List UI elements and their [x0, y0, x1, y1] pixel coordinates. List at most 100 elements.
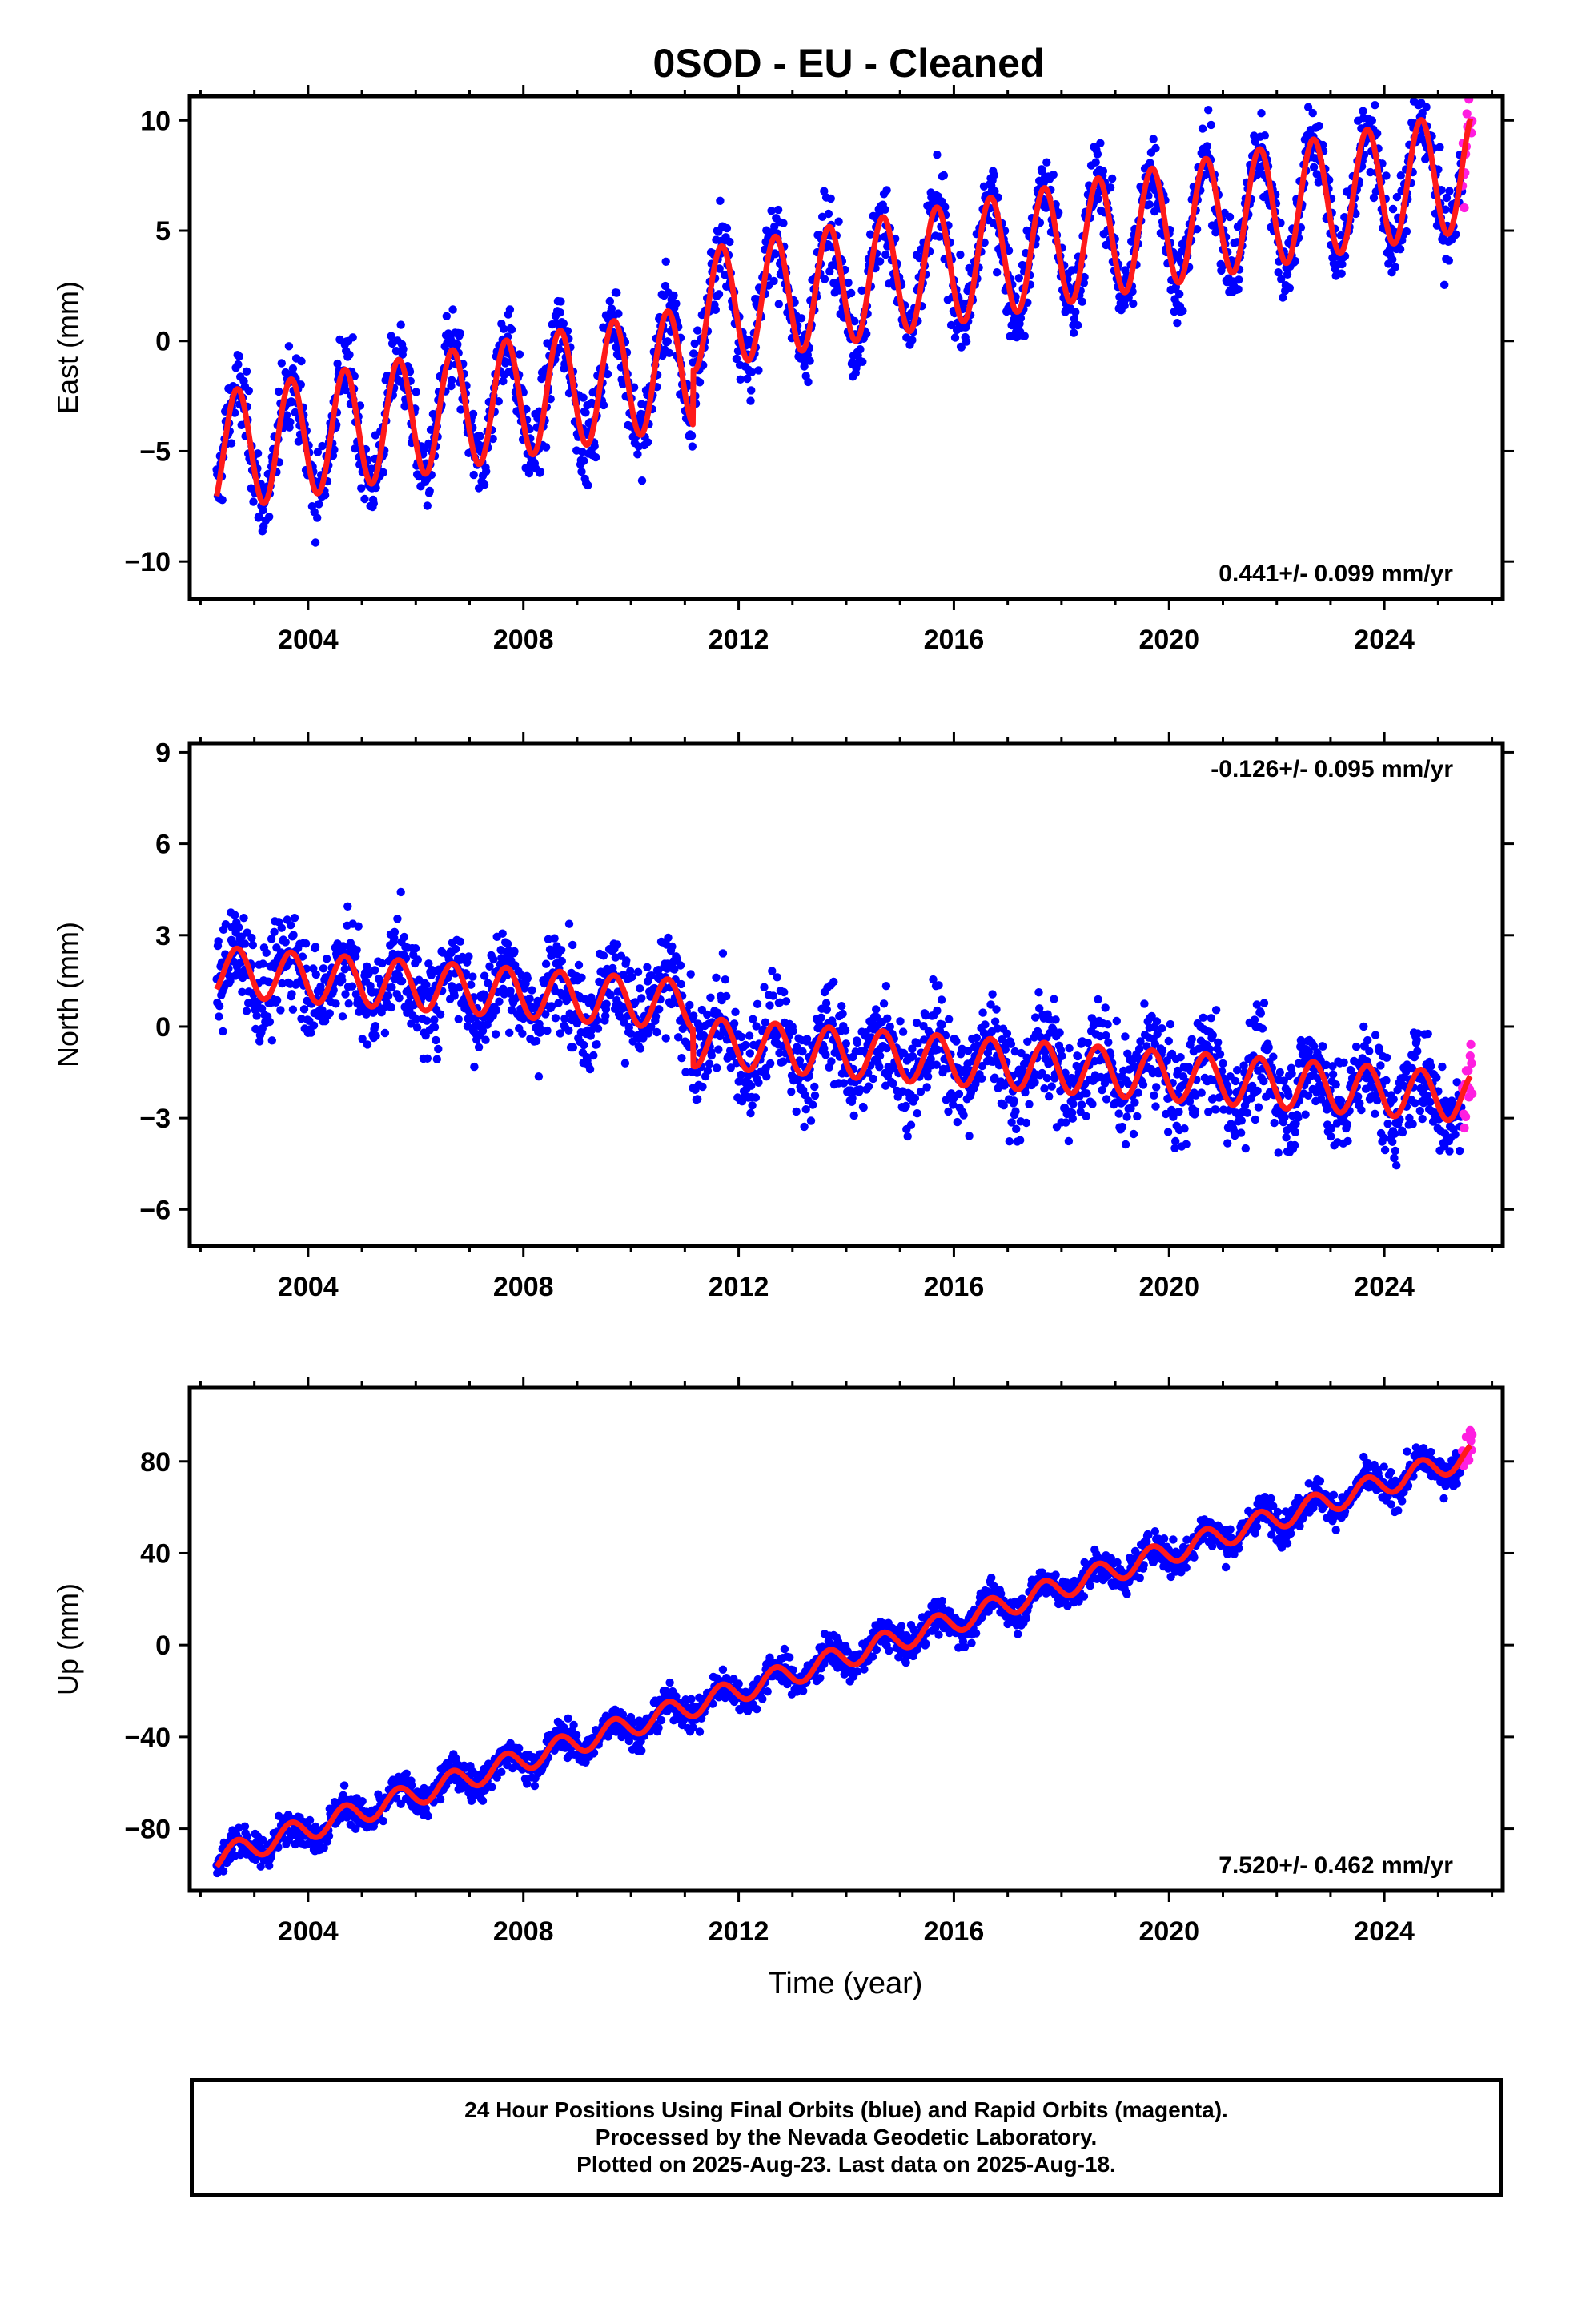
data-point: [528, 986, 536, 995]
data-point: [636, 1044, 645, 1053]
data-point: [1237, 1116, 1247, 1125]
data-point: [590, 442, 599, 451]
data-point: [284, 342, 294, 351]
data-point: [1101, 1003, 1110, 1012]
data-point: [1301, 1110, 1310, 1119]
data-point: [492, 1006, 501, 1015]
data-point: [456, 405, 465, 414]
data-point: [946, 320, 956, 330]
data-point: [1235, 275, 1243, 284]
data-point: [371, 1022, 380, 1031]
data-point: [265, 1017, 275, 1027]
data-point: [1108, 174, 1117, 183]
data-point: [339, 1781, 349, 1790]
data-point: [299, 1005, 309, 1014]
data-point: [1231, 1076, 1240, 1086]
data-point: [234, 360, 243, 369]
data-point: [731, 1007, 740, 1017]
data-point: [633, 967, 643, 977]
data-point: [1287, 1069, 1296, 1078]
data-point: [265, 513, 274, 521]
data-point: [288, 1005, 298, 1014]
data-point: [411, 944, 420, 953]
data-point: [1138, 1080, 1148, 1089]
data-point: [305, 1815, 315, 1825]
data-point: [636, 984, 644, 993]
data-point: [297, 356, 306, 366]
data-point: [1371, 1109, 1379, 1119]
data-point: [1199, 1013, 1208, 1023]
data-point: [1241, 1144, 1251, 1153]
y-axis-label: East (mm): [51, 281, 84, 414]
data-point: [343, 902, 352, 911]
data-point: [1328, 1070, 1338, 1079]
data-point: [1427, 1062, 1435, 1071]
data-point: [780, 987, 789, 997]
data-point: [1351, 1042, 1361, 1051]
data-point: [288, 364, 298, 373]
data-point: [396, 320, 405, 329]
data-point: [1182, 1140, 1191, 1149]
data-point: [259, 959, 267, 968]
data-point: [476, 432, 484, 440]
data-point: [1363, 74, 1371, 82]
data-point: [1152, 1083, 1161, 1092]
data-point: [488, 434, 497, 444]
data-point: [1395, 245, 1405, 254]
data-point: [612, 288, 621, 297]
data-point: [753, 999, 762, 1009]
data-point: [1337, 269, 1346, 278]
final-orbit-points: [212, 887, 1467, 1170]
data-point: [801, 1105, 810, 1114]
data-point: [1124, 293, 1133, 302]
data-point: [774, 300, 783, 308]
data-point: [255, 512, 263, 521]
data-point: [352, 946, 361, 955]
data-point: [1418, 1114, 1427, 1124]
data-point: [711, 305, 720, 314]
data-point: [338, 1012, 347, 1021]
data-point: [959, 304, 968, 313]
data-point: [853, 1038, 862, 1047]
data-point: [1303, 103, 1313, 111]
data-point: [1068, 1114, 1078, 1123]
data-point: [1371, 1031, 1380, 1039]
data-point: [922, 1083, 931, 1092]
y-tick-label: −6: [139, 1195, 171, 1225]
data-point: [978, 1074, 986, 1084]
data-point: [1251, 1115, 1260, 1124]
data-point: [933, 151, 942, 159]
data-point: [227, 439, 236, 448]
data-point: [1042, 158, 1051, 167]
data-point: [1077, 1100, 1086, 1109]
data-point: [820, 187, 829, 195]
data-point: [762, 1072, 771, 1081]
data-point: [262, 948, 271, 958]
data-point: [1445, 1147, 1454, 1156]
data-point: [1094, 187, 1103, 196]
data-point: [498, 929, 507, 938]
data-point: [990, 171, 998, 179]
data-point: [858, 357, 867, 366]
data-point: [1030, 1078, 1039, 1087]
data-point: [354, 922, 363, 931]
data-point: [689, 1011, 698, 1020]
data-point: [242, 1007, 251, 1015]
data-point: [1282, 1133, 1291, 1142]
data-point: [494, 397, 503, 406]
data-point: [1259, 1076, 1268, 1086]
data-point: [821, 1051, 830, 1059]
data-point: [767, 207, 776, 215]
data-point: [468, 409, 478, 419]
data-point: [1070, 328, 1078, 337]
data-point: [1383, 1120, 1392, 1128]
data-point: [482, 467, 491, 476]
data-point: [1094, 195, 1102, 203]
data-point: [593, 1024, 603, 1033]
data-point: [1283, 270, 1292, 279]
data-point: [822, 1005, 832, 1015]
data-point: [923, 1072, 933, 1081]
data-point: [214, 937, 223, 946]
